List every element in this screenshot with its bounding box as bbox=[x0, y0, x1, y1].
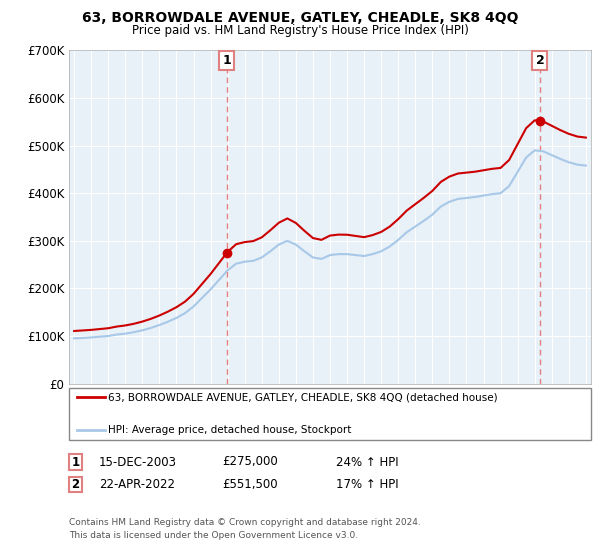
Text: 63, BORROWDALE AVENUE, GATLEY, CHEADLE, SK8 4QQ (detached house): 63, BORROWDALE AVENUE, GATLEY, CHEADLE, … bbox=[108, 392, 497, 402]
Text: 2: 2 bbox=[536, 54, 544, 67]
Text: 2: 2 bbox=[71, 478, 79, 491]
Text: Contains HM Land Registry data © Crown copyright and database right 2024.
This d: Contains HM Land Registry data © Crown c… bbox=[69, 519, 421, 540]
Text: 1: 1 bbox=[223, 54, 232, 67]
Text: 1: 1 bbox=[71, 455, 79, 469]
Text: HPI: Average price, detached house, Stockport: HPI: Average price, detached house, Stoc… bbox=[108, 425, 352, 435]
Text: 17% ↑ HPI: 17% ↑ HPI bbox=[336, 478, 398, 491]
Text: Price paid vs. HM Land Registry's House Price Index (HPI): Price paid vs. HM Land Registry's House … bbox=[131, 24, 469, 37]
Text: £551,500: £551,500 bbox=[222, 478, 278, 491]
Text: £275,000: £275,000 bbox=[222, 455, 278, 469]
Text: 24% ↑ HPI: 24% ↑ HPI bbox=[336, 455, 398, 469]
Text: 22-APR-2022: 22-APR-2022 bbox=[99, 478, 175, 491]
Text: 15-DEC-2003: 15-DEC-2003 bbox=[99, 455, 177, 469]
Text: 63, BORROWDALE AVENUE, GATLEY, CHEADLE, SK8 4QQ: 63, BORROWDALE AVENUE, GATLEY, CHEADLE, … bbox=[82, 11, 518, 25]
